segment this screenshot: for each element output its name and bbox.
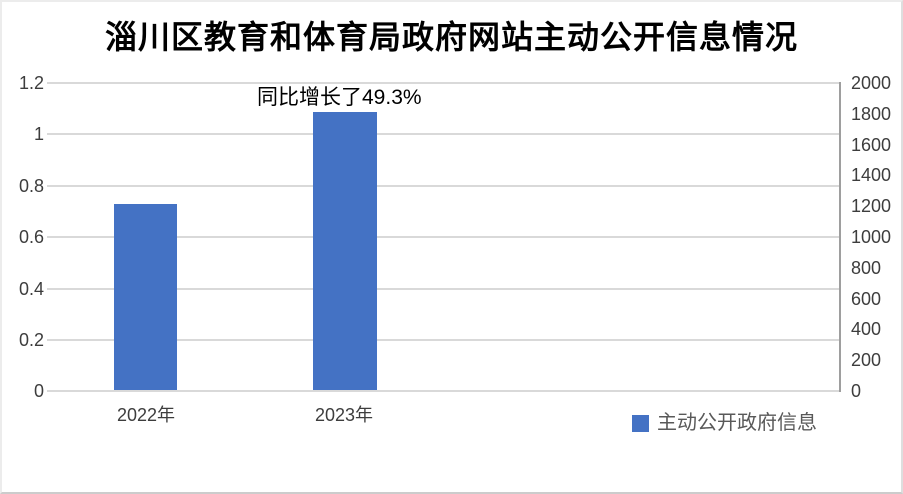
legend-marker-icon [632, 415, 649, 432]
gridline-0-6 [47, 236, 840, 238]
gridline-0-2 [47, 339, 840, 341]
legend-label: 主动公开政府信息 [657, 412, 817, 434]
right-tick: 1800 [851, 104, 892, 124]
x-axis-baseline [47, 390, 840, 392]
category-label-2022: 2022年 [116, 405, 176, 425]
chart-title: 淄川区教育和体育局政府网站主动公开信息情况 [104, 19, 798, 55]
growth-annotation: 同比增长了49.3% [257, 86, 422, 109]
category-label-2023: 2023年 [314, 405, 374, 425]
right-axis-line [839, 82, 841, 392]
left-tick: 0.2 [18, 330, 44, 350]
right-tick: 600 [851, 289, 882, 309]
right-tick: 1000 [851, 227, 892, 247]
gridline-1-0 [47, 133, 840, 135]
right-tick: 1600 [851, 135, 892, 155]
left-tick: 0.6 [18, 227, 44, 247]
right-tick: 400 [851, 319, 882, 339]
left-tick: 0 [33, 381, 44, 401]
left-tick: 1.2 [18, 73, 44, 93]
left-tick: 0.8 [18, 176, 44, 196]
left-tick: 1 [33, 124, 44, 144]
right-tick: 0 [851, 381, 862, 401]
right-tick: 800 [851, 258, 882, 278]
right-tick: 200 [851, 350, 882, 370]
bar-2023 [313, 112, 377, 390]
right-tick: 1200 [851, 196, 892, 216]
right-tick: 2000 [851, 73, 892, 93]
gridline-0-8 [47, 185, 840, 187]
right-tick: 1400 [851, 165, 892, 185]
left-tick: 0.4 [18, 279, 44, 299]
bar-2022 [114, 204, 177, 390]
gridline-0-4 [47, 288, 840, 290]
gridline-1-2 [47, 82, 840, 84]
